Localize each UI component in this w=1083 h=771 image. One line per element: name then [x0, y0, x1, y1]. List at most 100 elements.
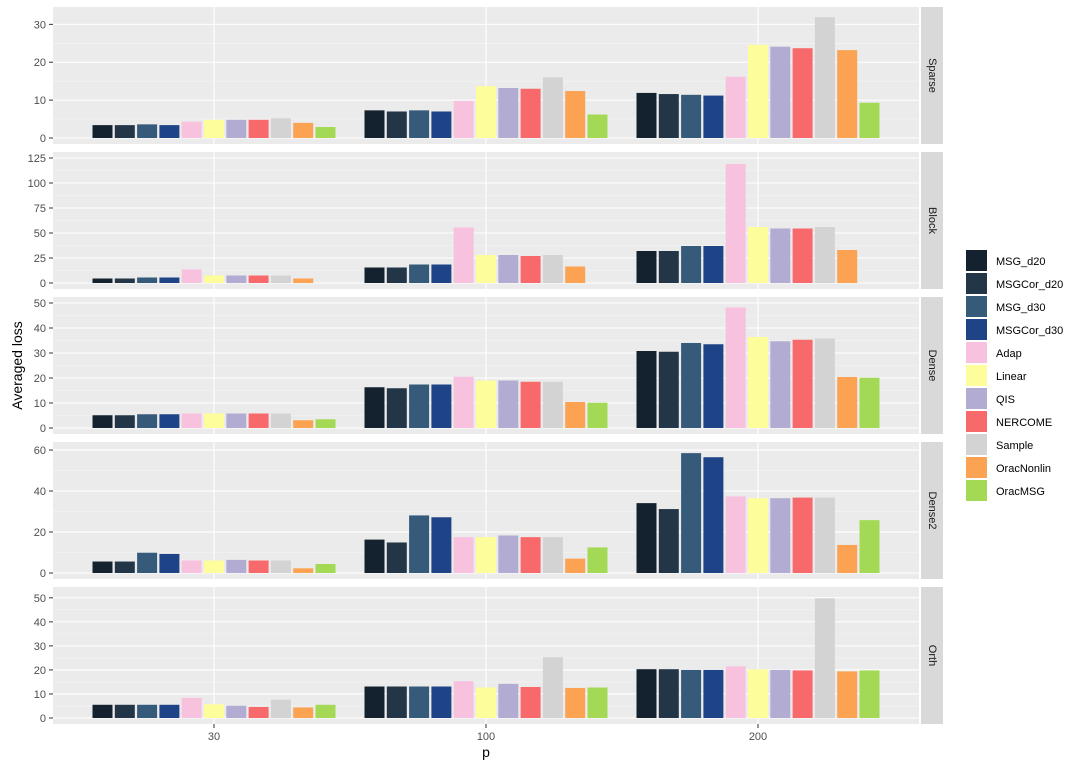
bar: [270, 118, 291, 138]
bar: [476, 687, 496, 718]
bar: [587, 114, 608, 138]
bar: [226, 413, 247, 428]
facet-label: Sparse: [926, 58, 938, 93]
bar: [703, 344, 724, 428]
bar: [476, 255, 496, 283]
bar: [270, 699, 291, 718]
y-tick-label: 75: [34, 203, 46, 215]
bar: [520, 537, 541, 573]
legend-swatch: [966, 296, 987, 317]
bar: [159, 553, 180, 573]
legend-label: Sample: [996, 440, 1033, 452]
legend-swatch: [966, 250, 987, 271]
bar: [476, 537, 496, 573]
bar: [725, 164, 746, 283]
bar: [386, 686, 407, 718]
bar: [181, 697, 202, 718]
bar: [159, 414, 180, 428]
bar: [837, 50, 858, 138]
bar: [137, 124, 158, 138]
y-tick-label: 40: [34, 486, 46, 498]
x-tick-label: 200: [749, 731, 767, 743]
legend-swatch: [966, 273, 987, 294]
bar: [431, 686, 452, 718]
facet-strip: [921, 297, 943, 434]
bar: [681, 94, 702, 138]
bar: [114, 704, 135, 718]
x-tick-label: 100: [477, 731, 495, 743]
legend-swatch: [966, 319, 987, 340]
bar: [92, 415, 113, 428]
bar: [859, 377, 880, 428]
bar: [681, 453, 702, 573]
y-tick-label: 0: [40, 713, 46, 725]
bar: [748, 227, 768, 283]
bar: [453, 376, 474, 428]
facet-label: Orth: [926, 645, 938, 666]
bar: [587, 687, 608, 718]
legend-label: NERCOME: [996, 417, 1052, 429]
bar: [293, 568, 314, 573]
y-tick-label: 40: [34, 323, 46, 335]
bar: [114, 125, 135, 138]
bar: [814, 598, 835, 718]
bar: [681, 246, 702, 283]
bar: [364, 539, 385, 573]
bar: [204, 560, 224, 573]
bar: [386, 267, 407, 283]
y-tick-label: 30: [34, 19, 46, 31]
legend-label: MSGCor_d30: [996, 325, 1063, 337]
y-tick-label: 10: [34, 95, 46, 107]
bar: [658, 669, 679, 718]
legend-label: Linear: [996, 371, 1027, 383]
y-tick-label: 20: [34, 57, 46, 69]
bar: [636, 351, 657, 428]
bar: [770, 498, 791, 573]
bar: [315, 419, 336, 428]
bar: [92, 561, 113, 573]
y-tick-label: 20: [34, 373, 46, 385]
legend-swatch: [966, 388, 987, 409]
bar: [703, 246, 724, 283]
bar: [498, 535, 519, 573]
bar: [814, 227, 835, 283]
bar: [364, 686, 385, 718]
y-tick-label: 40: [34, 617, 46, 629]
bar: [748, 337, 768, 428]
legend-label: MSG_d20: [996, 256, 1046, 268]
bar: [431, 517, 452, 573]
legend-label: QIS: [996, 394, 1015, 406]
bar: [315, 704, 336, 718]
bar: [520, 88, 541, 138]
bar: [837, 544, 858, 573]
bar: [587, 547, 608, 573]
bar: [137, 704, 158, 718]
bar: [658, 351, 679, 428]
bar: [792, 339, 813, 428]
bar: [431, 384, 452, 428]
y-tick-label: 0: [40, 568, 46, 580]
bar: [248, 413, 269, 428]
bar: [587, 402, 608, 428]
bar: [248, 706, 269, 718]
legend-label: OracMSG: [996, 486, 1045, 498]
bar: [293, 420, 314, 428]
bar: [181, 413, 202, 428]
y-tick-label: 20: [34, 665, 46, 677]
bar: [565, 558, 586, 573]
bar: [636, 251, 657, 283]
bar: [248, 119, 269, 138]
bar: [792, 497, 813, 573]
bar: [703, 95, 724, 138]
bar: [114, 561, 135, 573]
bar: [431, 111, 452, 138]
facet-strip: [921, 7, 943, 144]
bar: [770, 228, 791, 283]
y-tick-label: 50: [34, 228, 46, 240]
bar: [565, 687, 586, 718]
bar: [431, 264, 452, 283]
bar: [636, 669, 657, 718]
x-axis-title: p: [482, 744, 490, 760]
bar: [792, 670, 813, 718]
